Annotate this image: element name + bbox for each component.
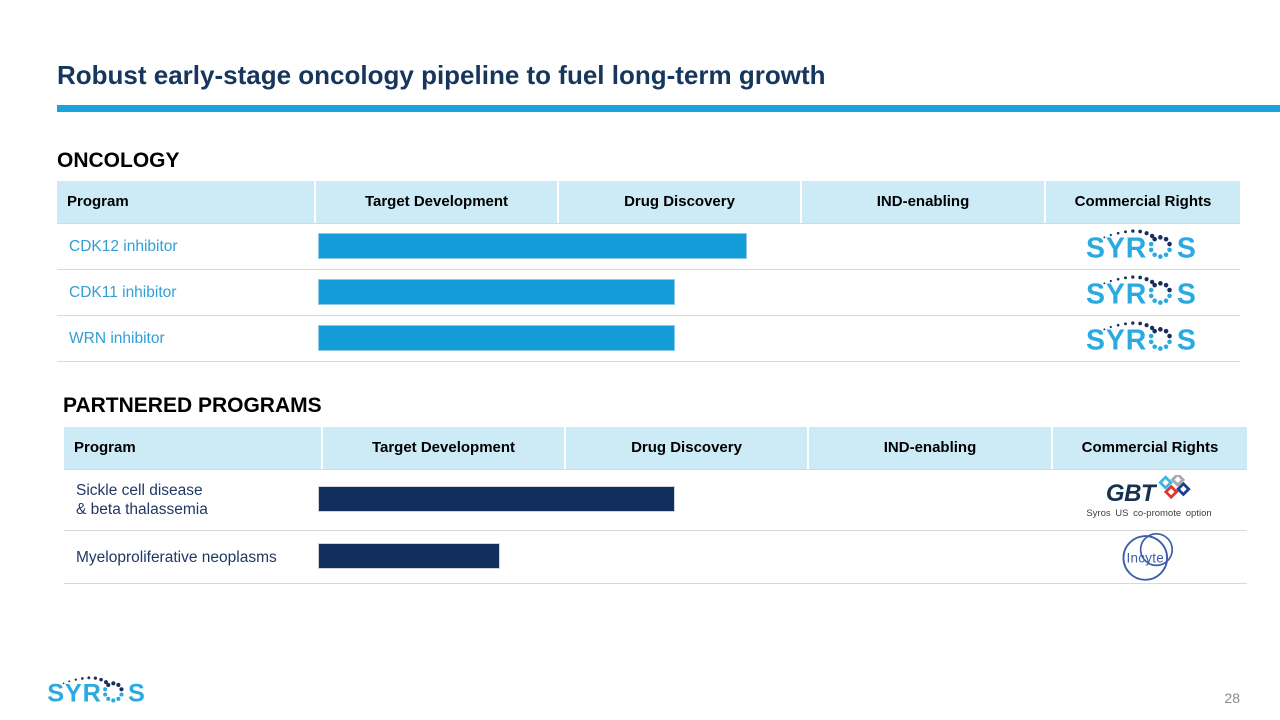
table-header-row: Program Target Development Drug Discover… — [64, 427, 1247, 469]
commercial-rights-cell: Incyte — [1051, 531, 1247, 583]
gbt-logo-text: GBT — [1105, 480, 1156, 507]
syros-logo — [1086, 275, 1197, 310]
table-row: CDK12 inhibitor — [57, 224, 1240, 270]
pipeline-progress-bar — [318, 325, 675, 351]
table-row: Myeloproliferative neoplasms Incyte — [64, 531, 1247, 584]
column-header-program: Program — [67, 193, 129, 210]
column-header-target-development: Target Development — [314, 181, 557, 223]
column-header-program: Program — [74, 439, 136, 456]
column-header-ind-enabling: IND-enabling — [800, 181, 1044, 223]
pipeline-progress-bar — [318, 279, 675, 305]
pipeline-progress-bar — [318, 543, 500, 569]
table-row: WRN inhibitor — [57, 316, 1240, 362]
program-label: Myeloproliferative neoplasms — [76, 548, 277, 566]
gbt-logo: GBT — [1105, 475, 1192, 507]
column-header-commercial-rights: Commercial Rights — [1051, 427, 1247, 469]
incyte-logo: Incyte — [1122, 532, 1174, 581]
column-header-ind-enabling: IND-enabling — [807, 427, 1051, 469]
column-header-drug-discovery: Drug Discovery — [564, 427, 807, 469]
commercial-rights-cell — [1044, 316, 1240, 361]
section-title-oncology: ONCOLOGY — [57, 149, 180, 172]
title-underline — [57, 105, 1280, 112]
program-label: WRN inhibitor — [69, 330, 165, 347]
gbt-chain-icon — [1158, 475, 1191, 500]
co-promote-note: Syros US co-promote option — [1086, 508, 1212, 519]
program-label: CDK11 inhibitor — [69, 284, 177, 301]
partnered-pipeline-table: Program Target Development Drug Discover… — [64, 427, 1247, 584]
pipeline-progress-bar — [318, 486, 675, 512]
table-row: Sickle cell disease & beta thalassemia G… — [64, 470, 1247, 531]
program-label-line2: & beta thalassemia — [76, 501, 208, 518]
table-row: CDK11 inhibitor — [57, 270, 1240, 316]
column-header-commercial-rights: Commercial Rights — [1044, 181, 1240, 223]
oncology-pipeline-table: Program Target Development Drug Discover… — [57, 181, 1240, 362]
syros-logo — [1086, 229, 1197, 264]
commercial-rights-cell — [1044, 224, 1240, 269]
footer-syros-logo — [47, 676, 147, 712]
column-header-target-development: Target Development — [321, 427, 564, 469]
table-header-row: Program Target Development Drug Discover… — [57, 181, 1240, 223]
page-number: 28 — [1224, 690, 1240, 706]
syros-logo — [1086, 321, 1197, 356]
syros-logo — [47, 676, 146, 708]
commercial-rights-cell — [1044, 270, 1240, 315]
section-title-partnered-programs: PARTNERED PROGRAMS — [63, 394, 322, 417]
program-label: CDK12 inhibitor — [69, 238, 178, 255]
svg-text:Incyte: Incyte — [1126, 551, 1164, 566]
commercial-rights-cell: GBT Syros US co-promote option — [1051, 470, 1247, 530]
slide-title: Robust early-stage oncology pipeline to … — [57, 60, 826, 90]
column-header-drug-discovery: Drug Discovery — [557, 181, 800, 223]
program-label-line1: Sickle cell disease — [76, 482, 203, 499]
pipeline-progress-bar — [318, 233, 747, 259]
